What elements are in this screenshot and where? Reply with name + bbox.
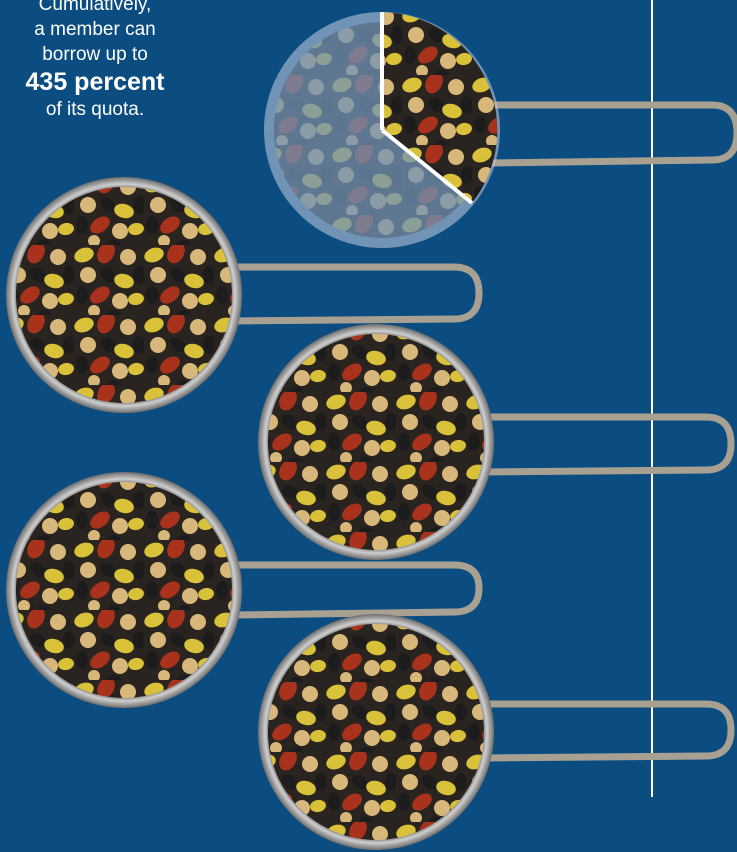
- beans-icon: [16, 187, 232, 403]
- beans-icon: [16, 482, 232, 698]
- quota-caption: Cumulatively, a member can borrow up to …: [0, 0, 190, 122]
- filled-scoop-wedge: [382, 12, 498, 203]
- caption-line-5: of its quota.: [45, 99, 145, 120]
- caption-percent-highlight: 435 percent: [25, 68, 165, 96]
- full-scoop-3: [6, 472, 483, 708]
- scoop-handle: [483, 101, 737, 167]
- beans-icon: [268, 624, 484, 840]
- beans-icon: [268, 334, 484, 550]
- scoop-handle: [228, 561, 483, 619]
- scoop-handle: [480, 413, 735, 476]
- caption-line-2: a member can: [34, 19, 156, 40]
- partial-scoop: [264, 12, 737, 248]
- scoop-handle: [228, 263, 483, 325]
- caption-line-1: Cumulatively,: [38, 0, 152, 15]
- vertical-divider-line: [651, 0, 653, 797]
- full-scoop-2: [258, 324, 735, 560]
- scoop-handle: [480, 700, 735, 762]
- full-scoop-4: [258, 614, 735, 850]
- full-scoop-1: [6, 177, 483, 413]
- caption-line-3: borrow up to: [42, 44, 148, 65]
